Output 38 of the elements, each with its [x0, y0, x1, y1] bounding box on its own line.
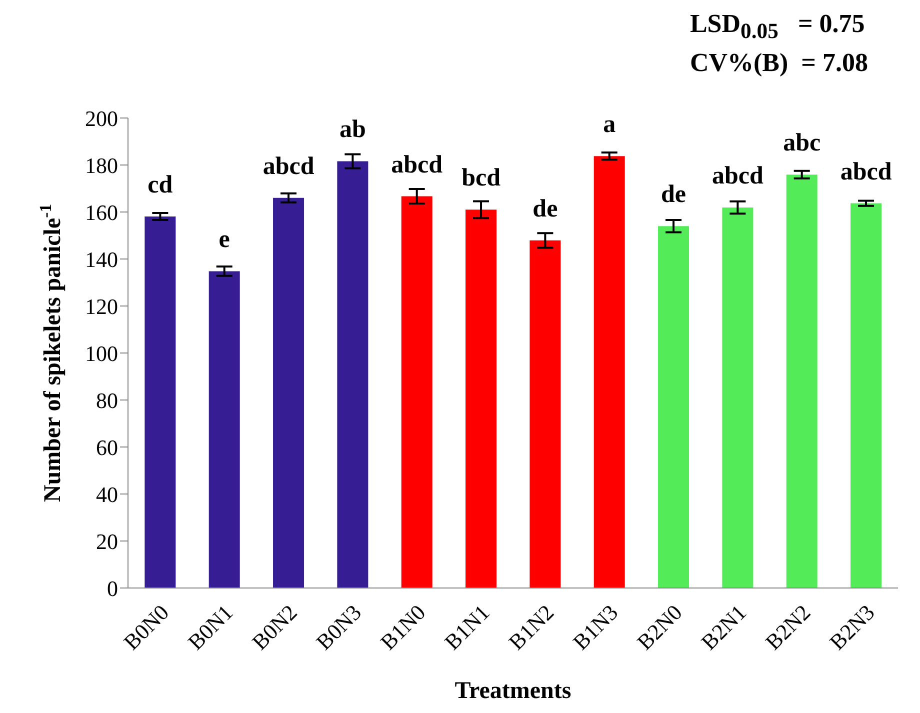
data-label: ab [339, 116, 366, 144]
y-tick-label: 200 [85, 106, 118, 131]
bar [208, 271, 240, 588]
data-label: abcd [391, 151, 443, 178]
data-label: cd [148, 171, 173, 198]
bar [850, 203, 882, 588]
bar [466, 210, 497, 588]
data-label: abcd [840, 158, 892, 186]
text: LSD$_{0.05}$ = 0.75 [690, 8, 866, 46]
y-tick-label: 100 [85, 340, 118, 366]
bar [594, 156, 625, 588]
y-tick-label: 120 [85, 294, 118, 319]
y-tick-label: 0 [107, 576, 118, 601]
y-tick-label: 40 [96, 482, 118, 507]
bar [337, 161, 368, 588]
bar [722, 208, 754, 588]
data-label: de [532, 195, 558, 222]
text: CV%(B) = 7.08 [690, 47, 868, 80]
bar [530, 240, 561, 588]
y-tick-label: 60 [96, 434, 118, 460]
data-label: bcd [462, 164, 501, 192]
bar [401, 196, 432, 588]
bar [273, 198, 304, 588]
y-tick-label: 140 [85, 246, 118, 272]
y-tick-label: 180 [85, 152, 118, 178]
data-label: abcd [712, 162, 764, 190]
data-label: abcd [262, 152, 314, 180]
y-tick-label: 80 [96, 388, 118, 413]
bar [658, 226, 690, 588]
data-label: e [218, 226, 230, 254]
data-label: abc [783, 130, 821, 157]
data-label: de [661, 181, 686, 208]
x-axis-title: Treatments [454, 678, 572, 704]
bar [786, 174, 818, 588]
y-tick-label: 160 [85, 200, 118, 225]
data-label: a [603, 111, 616, 138]
y-tick-label: 20 [96, 528, 118, 554]
bar [144, 216, 176, 588]
